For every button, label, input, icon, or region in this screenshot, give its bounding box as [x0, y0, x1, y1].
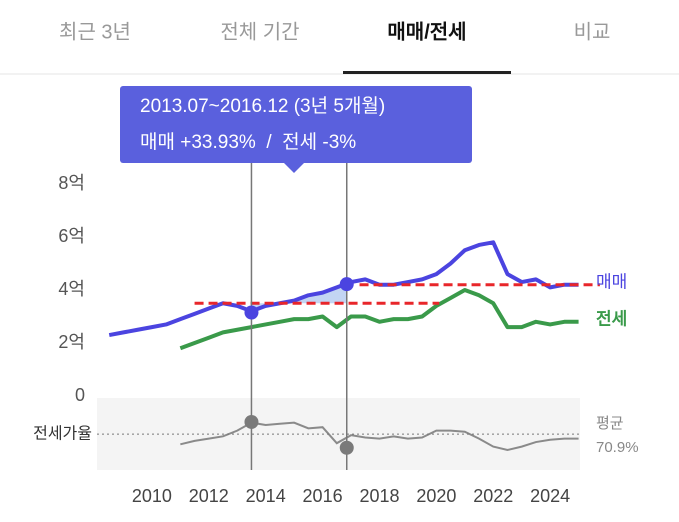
y-tick-label: 8억 [58, 173, 85, 193]
tab[interactable]: 매매/전세 [387, 20, 466, 43]
selection-sale-dot [339, 277, 354, 292]
tooltip-box [120, 86, 472, 163]
x-tick-label: 2014 [246, 486, 286, 506]
selection-ratio-dot [339, 440, 354, 455]
y-tick-label: 6억 [58, 226, 85, 246]
x-tick-label: 2020 [416, 486, 456, 506]
x-tick-label: 2018 [359, 486, 399, 506]
series-line [179, 288, 579, 351]
selection-area [251, 284, 347, 313]
series-label: 전세 [596, 309, 627, 328]
tab[interactable]: 전체 기간 [220, 20, 299, 43]
x-tick-label: 2012 [189, 486, 229, 506]
x-tick-label: 2016 [303, 486, 343, 506]
average-label: 평균 [596, 415, 624, 432]
x-tick-label: 2022 [473, 486, 513, 506]
tab-underline [343, 71, 511, 74]
selection-sale-dot [244, 305, 259, 320]
x-tick-label: 2010 [132, 486, 172, 506]
tooltip-change: 매매 +33.93% / 전세 -3% [140, 131, 356, 153]
series-label: 매매 [596, 272, 627, 291]
ratio-label: 전세가율 [33, 424, 92, 442]
tab[interactable]: 최근 3년 [59, 20, 131, 43]
y-tick-label: 0 [75, 385, 85, 405]
selection-ratio-dot [244, 414, 259, 429]
tooltip-period: 2013.07~2016.12 (3년 5개월) [140, 95, 385, 117]
x-tick-label: 2024 [530, 486, 570, 506]
tab[interactable]: 비교 [574, 20, 611, 43]
average-value: 70.9% [596, 439, 639, 456]
y-tick-label: 2억 [58, 332, 85, 352]
y-tick-label: 4억 [58, 279, 85, 299]
tooltip-pointer [284, 163, 304, 173]
